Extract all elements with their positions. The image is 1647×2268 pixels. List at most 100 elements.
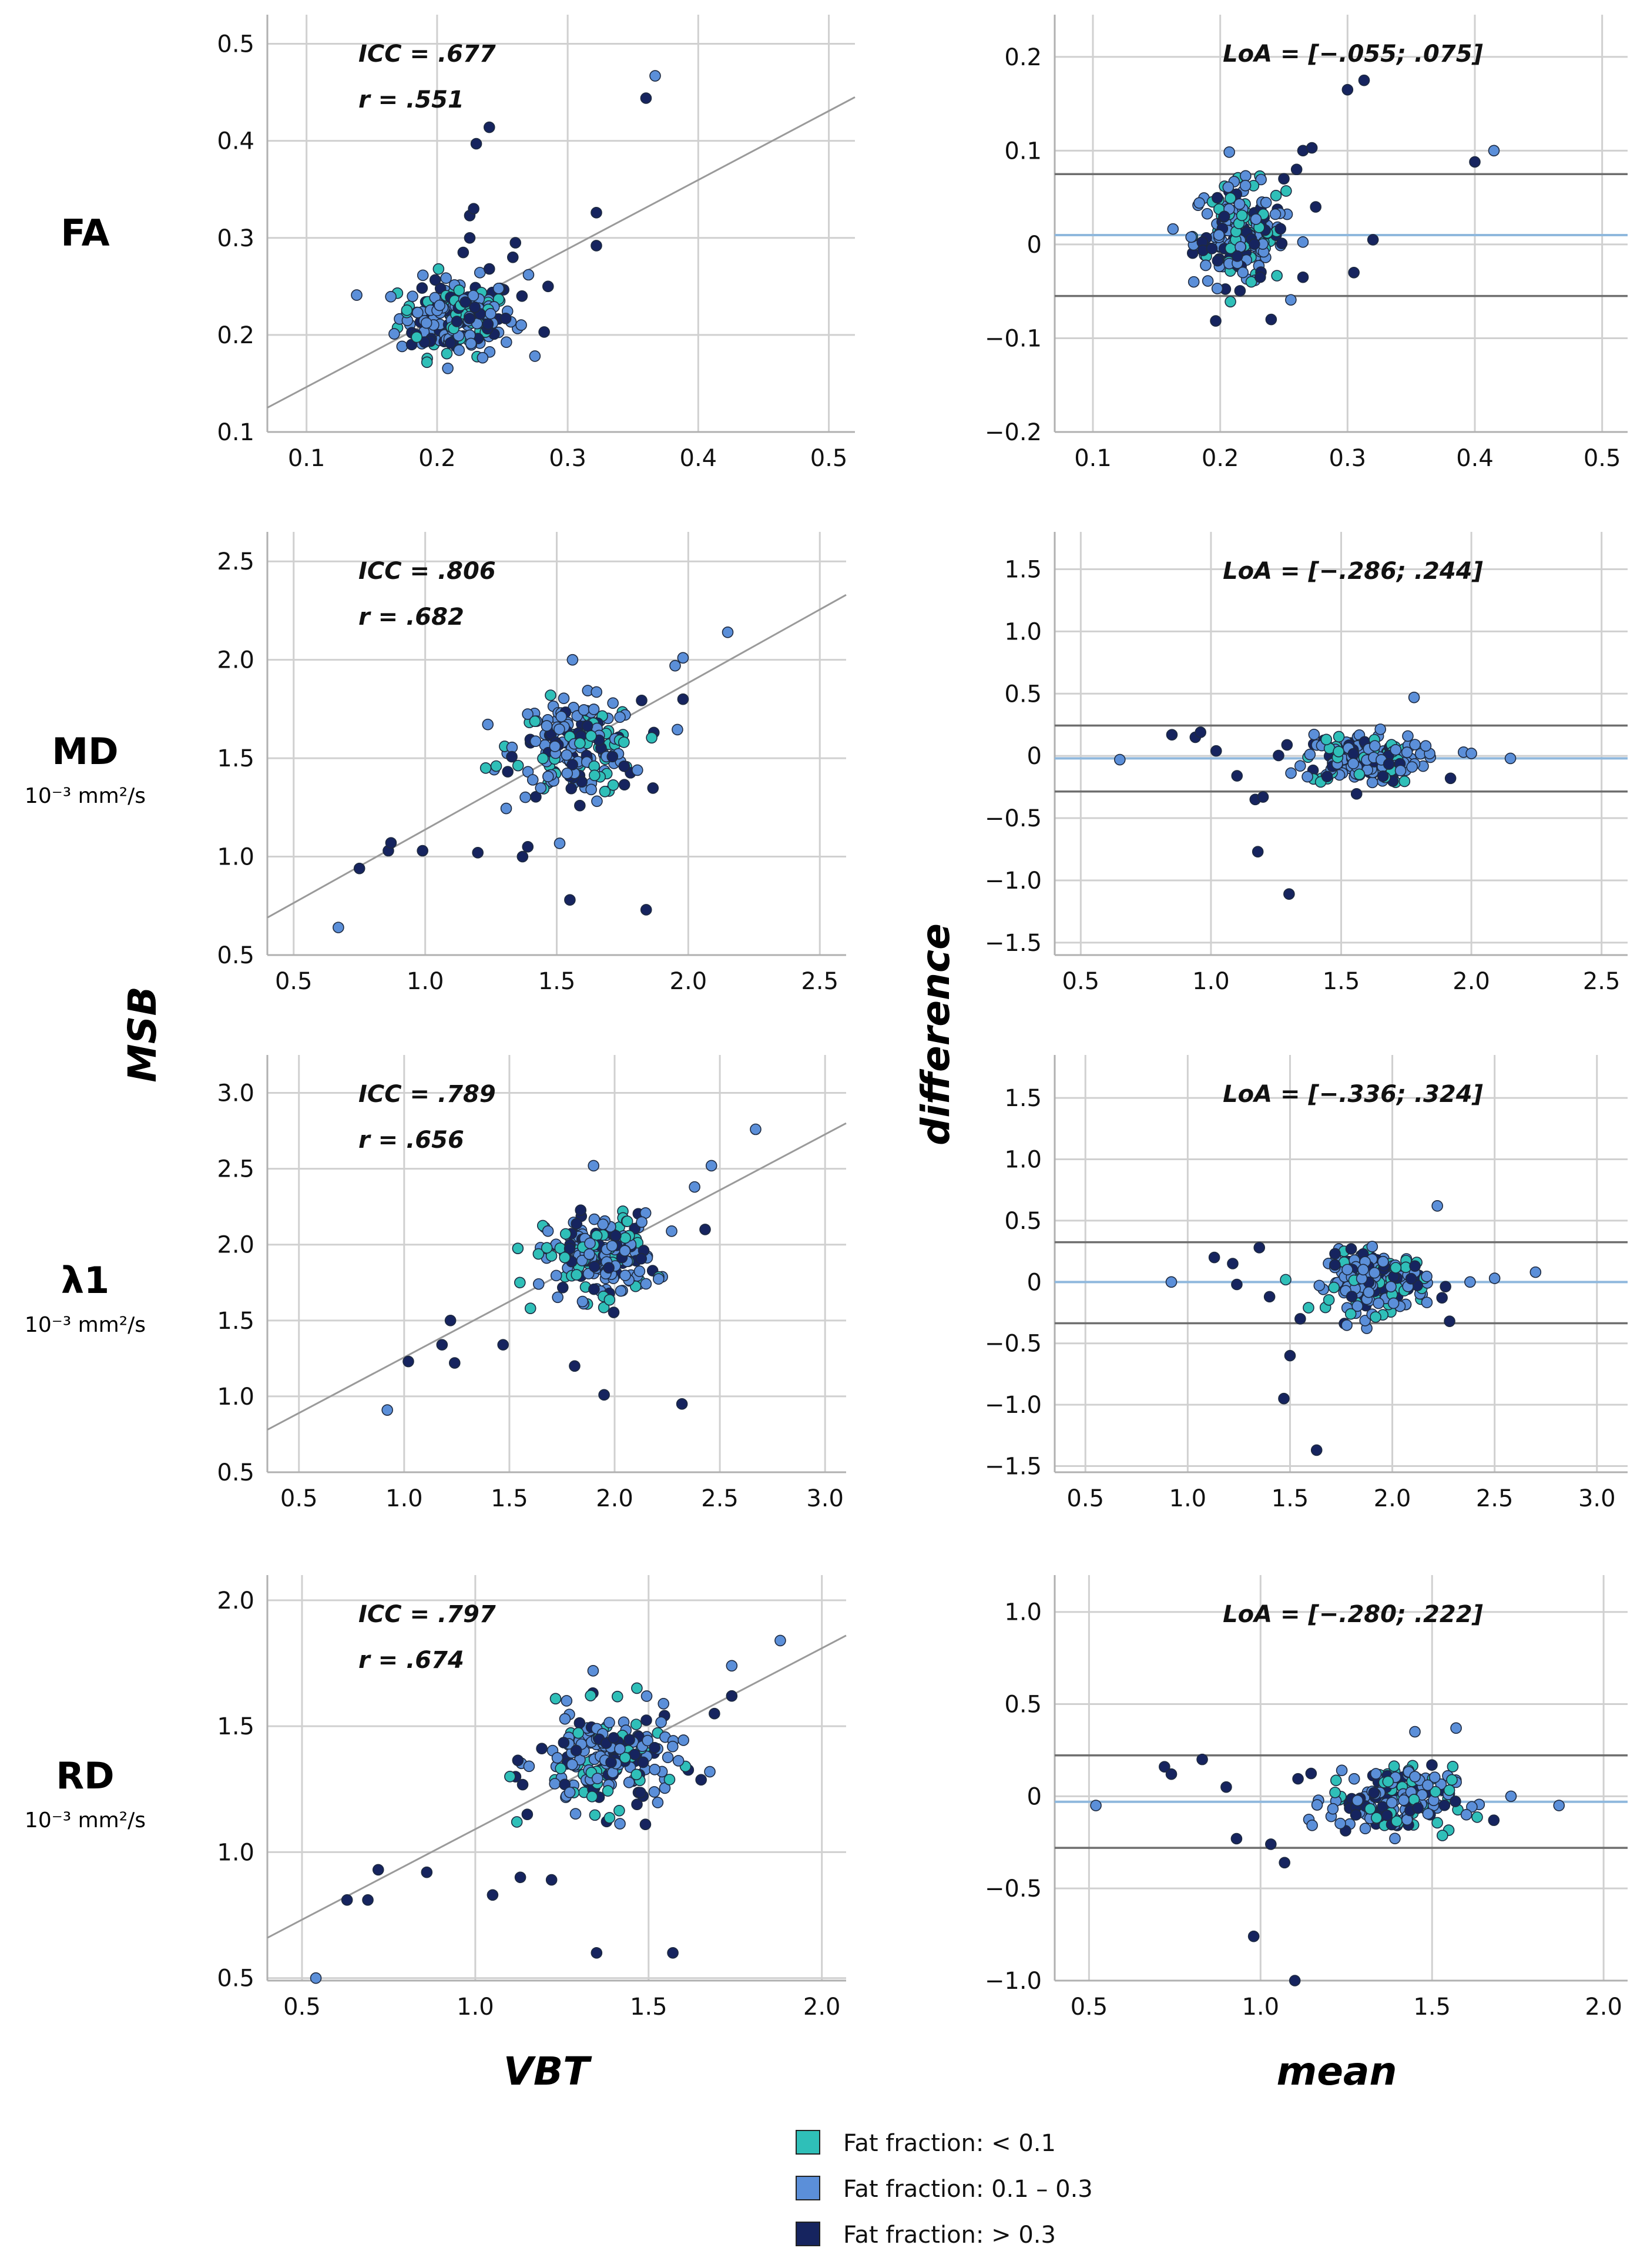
data-point (647, 782, 659, 794)
data-point (442, 363, 454, 374)
data-point (559, 1713, 571, 1725)
data-point (501, 336, 512, 349)
data-point (1408, 691, 1420, 703)
data-point (1201, 207, 1213, 220)
data-point (1195, 726, 1206, 738)
data-point (1212, 254, 1224, 267)
data-point (1505, 1790, 1517, 1803)
data-point (1218, 210, 1230, 223)
y-tick-label: 0.5 (217, 1459, 254, 1486)
data-point (381, 1404, 393, 1416)
data-point (1236, 209, 1248, 222)
data-point (1464, 1276, 1476, 1288)
data-point (566, 654, 579, 666)
data-point (704, 1766, 716, 1778)
data-point (1263, 1291, 1276, 1303)
data-point (606, 751, 619, 763)
data-point (569, 1808, 582, 1820)
data-point (514, 1871, 526, 1884)
data-point (532, 1248, 545, 1260)
y-tick-label: −0.1 (985, 325, 1042, 352)
data-point (1278, 173, 1290, 185)
data-point (468, 203, 479, 215)
data-point (545, 1874, 558, 1886)
data-point (1206, 243, 1218, 254)
data-point (464, 232, 476, 244)
x-tick-label: 2.5 (1583, 968, 1621, 995)
data-point (1222, 181, 1235, 193)
data-point (1553, 1800, 1565, 1811)
x-tick-label: 1.0 (1169, 1485, 1207, 1512)
y-tick-label: −0.5 (985, 805, 1042, 832)
data-point (497, 1339, 509, 1351)
y-tick-label: 0.5 (1004, 681, 1042, 708)
data-point (588, 703, 600, 715)
data-point (1230, 1833, 1243, 1845)
data-point (1450, 1795, 1461, 1807)
data-point (482, 318, 494, 330)
data-point (1409, 1771, 1421, 1783)
l1-ba-panel: 0.5 1.0 1.5 2.0 2.5 3.0 −1.5 −1.0 −0.5 0 0.5 1.0 1.5… (985, 1055, 1628, 1512)
legend-label-mid: Fat fraction: 0.1 – 0.3 (843, 2176, 1093, 2203)
data-point (482, 718, 494, 731)
data-point (351, 289, 363, 301)
data-point (1313, 1279, 1326, 1292)
data-point (1253, 1242, 1266, 1254)
data-point (506, 251, 519, 263)
data-point (726, 1660, 738, 1672)
md-scatter-panel: 0.5 1.0 1.5 2.0 2.5 0.5 1.0 1.5 2.0 2.5 ICC = .806… (217, 532, 847, 995)
data-point (774, 1634, 786, 1647)
y-tick-label: −0.5 (985, 1875, 1042, 1902)
data-point (1294, 760, 1306, 772)
data-point (726, 1690, 738, 1702)
data-point (440, 272, 452, 284)
data-point (1113, 753, 1126, 766)
data-point (1444, 1315, 1455, 1327)
data-point (490, 760, 502, 772)
data-point (602, 1785, 614, 1797)
data-point (1409, 1260, 1421, 1272)
md-ba-panel: 0.5 1.0 1.5 2.0 2.5 −1.5 −1.0 −0.5 0 0.5 1.0 1.5 LoA… (985, 532, 1628, 995)
data-point (606, 1240, 618, 1252)
data-point (1398, 775, 1411, 788)
data-point (1305, 1767, 1317, 1780)
data-point (532, 1278, 545, 1290)
data-point (565, 782, 578, 795)
y-tick-label: 0.2 (1004, 44, 1042, 71)
data-point (1279, 1857, 1290, 1869)
x-tick-label: 2.0 (670, 968, 707, 995)
data-point (1306, 1820, 1318, 1831)
data-point (1333, 731, 1345, 743)
data-point (640, 1278, 652, 1290)
data-point (530, 791, 542, 803)
x-tick-label: 0.1 (288, 445, 326, 472)
data-point (619, 1232, 631, 1244)
data-point (584, 1237, 596, 1249)
data-point (619, 1269, 631, 1281)
data-point (1388, 1760, 1400, 1772)
data-point (1212, 192, 1223, 204)
data-point (598, 1301, 610, 1314)
data-point (1443, 1784, 1455, 1796)
data-point (1310, 1444, 1323, 1456)
data-point (499, 313, 512, 324)
data-point (451, 316, 463, 327)
data-point (677, 652, 689, 664)
data-point (444, 337, 457, 349)
panels: 0.1 0.2 0.3 0.4 0.5 0.1 0.2 0.3 0.4 0.5 ICC = .677… (217, 15, 1628, 2021)
data-point (585, 783, 597, 796)
data-point (631, 1682, 643, 1694)
data-point (750, 1123, 762, 1135)
data-point (666, 1225, 677, 1237)
data-point (1465, 748, 1477, 759)
data-point (1310, 201, 1321, 213)
y-tick-label: 1.5 (1004, 1085, 1042, 1112)
row-unit-rd: 10⁻³ mm²/s (25, 1808, 146, 1833)
fa-ba-panel: 0.1 0.2 0.3 0.4 0.5 −0.2 −0.1 0 0.1 0.2 LoA = [−.0… (985, 15, 1628, 472)
data-point (1370, 1768, 1382, 1780)
data-point (561, 749, 573, 761)
data-point (621, 1215, 633, 1227)
data-point (608, 1732, 620, 1744)
data-point (1431, 1817, 1443, 1829)
data-point (1348, 266, 1360, 279)
